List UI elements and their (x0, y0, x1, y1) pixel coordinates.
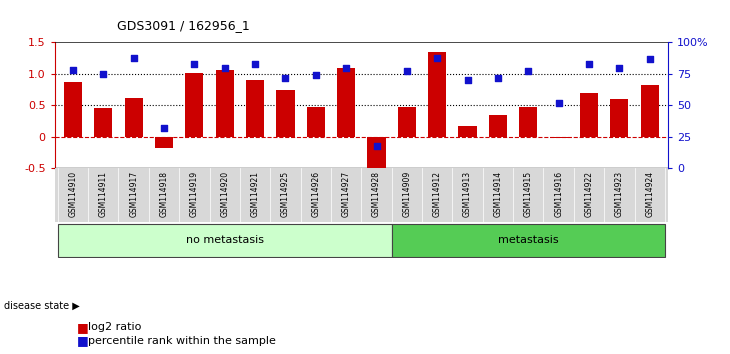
Bar (64, 81, 82, 137)
Point (249, 61, 261, 67)
Text: percentile rank within the sample: percentile rank within the sample (88, 336, 275, 346)
Bar (519, 107, 537, 137)
Point (523, 69, 534, 74)
Bar (155, 137, 173, 148)
Point (431, 55, 443, 61)
Point (188, 61, 200, 67)
Text: ■: ■ (77, 321, 88, 334)
Point (280, 75, 291, 81)
Bar (185, 73, 204, 137)
Point (310, 73, 322, 78)
Text: GSM114921: GSM114921 (250, 171, 260, 217)
Bar (641, 85, 659, 137)
Text: disease state ▶: disease state ▶ (4, 301, 80, 311)
Bar (392, 224, 665, 257)
Bar (58, 224, 392, 257)
Point (462, 78, 474, 83)
Text: ■: ■ (77, 334, 88, 347)
Bar (610, 99, 629, 137)
Text: log2 ratio: log2 ratio (88, 322, 141, 332)
Bar (337, 68, 356, 137)
Bar (458, 126, 477, 137)
Point (583, 61, 595, 67)
Text: GSM114924: GSM114924 (645, 171, 654, 217)
Bar (246, 80, 264, 137)
Text: GSM114912: GSM114912 (433, 171, 442, 217)
Bar (580, 93, 598, 137)
Text: GSM114922: GSM114922 (585, 171, 593, 217)
Point (219, 65, 231, 70)
Point (553, 100, 564, 106)
Bar (428, 52, 446, 137)
Text: no metastasis: no metastasis (185, 235, 264, 245)
Text: GSM114911: GSM114911 (99, 171, 108, 217)
Text: GSM114914: GSM114914 (493, 171, 502, 217)
Bar (94, 108, 112, 137)
Point (340, 65, 352, 70)
Point (613, 65, 625, 70)
Bar (307, 107, 325, 137)
Point (644, 56, 656, 62)
Text: GSM114927: GSM114927 (342, 171, 350, 217)
Text: GSM114926: GSM114926 (311, 171, 320, 217)
Text: GSM114918: GSM114918 (160, 171, 169, 217)
Text: GSM114917: GSM114917 (129, 171, 138, 217)
Bar (550, 137, 568, 138)
Point (98, 71, 110, 77)
Bar (489, 115, 507, 137)
Point (492, 75, 504, 81)
Bar (125, 98, 143, 137)
Point (158, 125, 170, 131)
Text: GSM114915: GSM114915 (524, 171, 533, 217)
Bar (215, 70, 234, 137)
Text: GSM114923: GSM114923 (615, 171, 624, 217)
Text: GSM114909: GSM114909 (402, 171, 412, 217)
Point (401, 69, 412, 74)
Point (67, 67, 79, 73)
Text: GDS3091 / 162956_1: GDS3091 / 162956_1 (117, 19, 250, 32)
Text: metastasis: metastasis (498, 235, 558, 245)
Bar (277, 90, 295, 137)
Point (371, 143, 383, 149)
Text: GSM114928: GSM114928 (372, 171, 381, 217)
Text: GSM114910: GSM114910 (69, 171, 77, 217)
Bar (398, 107, 416, 137)
Text: GSM114920: GSM114920 (220, 171, 229, 217)
Text: GSM114916: GSM114916 (554, 171, 563, 217)
Point (128, 55, 139, 61)
Text: GSM114913: GSM114913 (463, 171, 472, 217)
Bar (367, 137, 385, 172)
Text: GSM114919: GSM114919 (190, 171, 199, 217)
Text: GSM114925: GSM114925 (281, 171, 290, 217)
